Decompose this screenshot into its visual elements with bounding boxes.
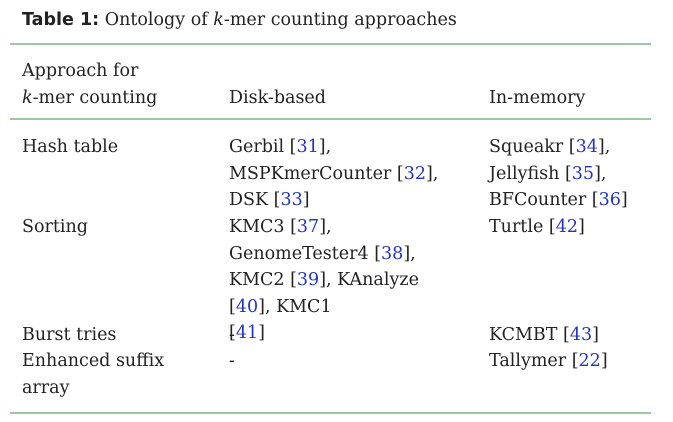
tool-entry: BFCounter [36] (489, 190, 628, 210)
header-approach-rest: -mer counting (32, 87, 158, 108)
citation-link[interactable]: 31 (296, 137, 319, 157)
approach-line: Enhanced suffix (22, 351, 165, 371)
header-approach: Approach for k-mer counting (22, 58, 157, 111)
tool-suffix: , (432, 163, 439, 184)
tool-suffix: , KAnalyze (326, 270, 419, 290)
approach-line: Burst tries (22, 325, 117, 345)
row-approach: Burst tries (22, 322, 116, 349)
tool-suffix: , (326, 217, 332, 237)
citation-link[interactable]: 32 (403, 163, 426, 184)
tool-name: Jellyfish (489, 163, 565, 184)
citation-link[interactable]: 43 (569, 325, 593, 345)
citation-link[interactable]: 34 (575, 137, 598, 157)
tool-name: GenomeTester4 (229, 243, 375, 264)
approach-line: array (22, 377, 70, 398)
tool-suffix: , (600, 163, 607, 184)
row-disk-tools: KMC3 [37], GenomeTester4 [38], KMC2 [39], … (229, 214, 419, 347)
tool-entry: DSK [33] (229, 190, 310, 210)
tool-entry: - (229, 348, 235, 375)
tool-name: KMC3 (229, 217, 291, 237)
citation-link[interactable]: 33 (280, 190, 303, 210)
row-approach: Hash table (22, 134, 118, 161)
tool-entry: Tallymer [22] (489, 351, 608, 371)
tool-suffix: , (604, 137, 611, 157)
citation-link[interactable]: 42 (555, 217, 578, 237)
row-approach: Sorting (22, 214, 88, 241)
caption-text: Ontology of (104, 10, 208, 30)
tool-name: MSPKmerCounter (229, 163, 397, 184)
top-rule (10, 43, 651, 45)
header-disk-based: Disk-based (229, 87, 326, 108)
tool-entry: Squeakr [34], (489, 137, 611, 157)
caption-label: Table 1: (22, 10, 100, 30)
tool-entry: MSPKmerCounter [32], (229, 163, 439, 184)
row-disk-tools: - (229, 348, 235, 375)
header-approach-line2: k-mer counting (22, 85, 157, 112)
tool-entry: Gerbil [31], (229, 137, 332, 157)
tool-entry: Turtle [42] (489, 217, 585, 237)
row-disk-tools: Gerbil [31], MSPKmerCounter [32], DSK [33] (229, 134, 438, 214)
tool-entry: Jellyfish [35], (489, 163, 607, 184)
header-in-memory: In-memory (489, 87, 586, 108)
tool-entry: - (229, 322, 235, 349)
citation-link[interactable]: 38 (381, 243, 404, 264)
tool-name: Turtle (489, 217, 549, 237)
tool-name: Gerbil (229, 137, 290, 157)
row-memory-tools: Tallymer [22] (489, 348, 608, 375)
citation-link[interactable]: 41 (235, 323, 259, 343)
approach-line: Hash table (22, 137, 119, 157)
caption-variable: k (213, 10, 224, 30)
header-approach-var: k (22, 87, 33, 108)
approach-line: Sorting (22, 217, 88, 237)
tool-suffix: , (325, 137, 332, 157)
header-rule (10, 118, 651, 120)
table-caption: Table 1: Ontology of k-mer counting appr… (22, 8, 457, 32)
tool-name: DSK (229, 190, 274, 210)
row-memory-tools: KCMBT [43] (489, 322, 599, 349)
citation-link[interactable]: 40 (235, 296, 259, 317)
citation-link[interactable]: 39 (296, 270, 320, 290)
citation-link[interactable]: 37 (296, 217, 320, 237)
tool-entry: [40], KMC1 (229, 296, 332, 317)
tool-name: - (229, 325, 235, 345)
citation-link[interactable]: 22 (578, 351, 601, 371)
tool-entry: KCMBT [43] (489, 325, 599, 345)
tool-entry: GenomeTester4 [38], (229, 243, 416, 264)
tool-name: Tallymer (489, 351, 572, 371)
tool-entry: [41] (229, 323, 265, 343)
bottom-rule (10, 412, 651, 414)
tool-suffix: , KMC1 (264, 296, 332, 317)
tool-entry: KMC2 [39], KAnalyze (229, 270, 419, 290)
tool-name: Squeakr (489, 137, 569, 157)
citation-link[interactable]: 36 (598, 190, 621, 210)
row-memory-tools: Turtle [42] (489, 214, 585, 241)
tool-entry: KMC3 [37], (229, 217, 332, 237)
row-memory-tools: Squeakr [34], Jellyfish [35], BFCounter [3… (489, 134, 628, 214)
tool-name: BFCounter (489, 190, 592, 210)
caption-text-rest: -mer counting approaches (223, 10, 457, 30)
row-disk-tools: - (229, 322, 235, 349)
tool-name: - (229, 351, 235, 371)
citation-link[interactable]: 35 (571, 163, 595, 184)
tool-name: KCMBT (489, 325, 564, 345)
row-approach: Enhanced suffix array (22, 348, 164, 401)
tool-suffix: , (410, 243, 416, 264)
header-approach-line1: Approach for (22, 61, 139, 81)
tool-name: KMC2 (229, 270, 291, 290)
